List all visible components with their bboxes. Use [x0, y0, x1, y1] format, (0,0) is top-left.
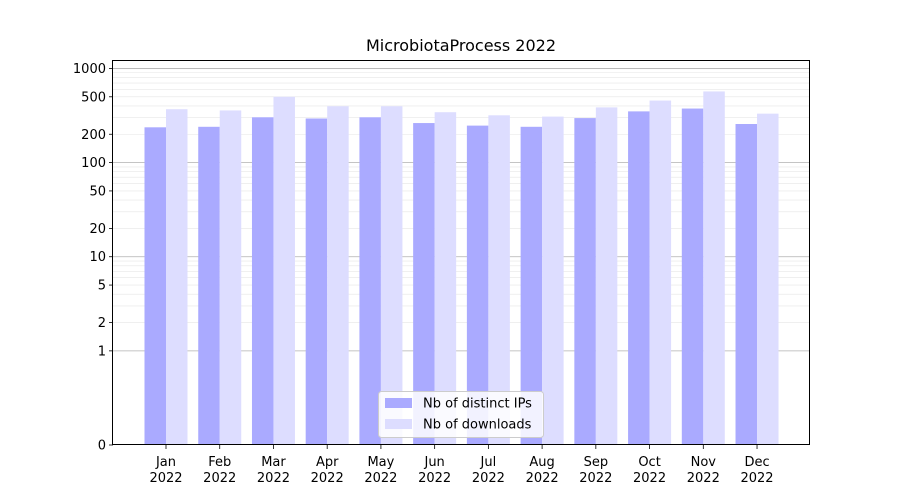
- chart-title: MicrobiotaProcess 2022: [366, 36, 556, 55]
- x-tick-label-month: Sep: [584, 455, 609, 470]
- legend-label: Nb of downloads: [423, 418, 532, 433]
- bar-ips-sep: [574, 118, 596, 445]
- bar-downloads-jan: [166, 109, 188, 445]
- x-tick-label-year: 2022: [687, 471, 720, 486]
- y-axis: 0 1 2 5 10 20 50 100 200 500 1000: [73, 62, 113, 454]
- bar-downloads-oct: [649, 100, 672, 446]
- bar-ips-aug: [520, 126, 543, 445]
- x-tick-label-month: Nov: [691, 455, 717, 470]
- x-tick-label-month: Mar: [261, 455, 286, 470]
- y-tick-label: 20: [89, 222, 106, 237]
- x-tick-label-year: 2022: [418, 471, 451, 486]
- x-tick-label-year: 2022: [633, 471, 666, 486]
- legend-box: [378, 391, 544, 438]
- y-tick-label: 200: [81, 128, 106, 143]
- bar-downloads-jun: [434, 112, 457, 446]
- x-tick-label-year: 2022: [526, 471, 559, 486]
- bar-downloads-sep: [595, 107, 618, 445]
- y-tick-label: 0: [98, 439, 106, 454]
- x-tick-label-month: Dec: [744, 455, 769, 470]
- legend: Nb of distinct IPs Nb of downloads: [378, 391, 544, 438]
- bar-ips-oct: [628, 111, 650, 445]
- bars: [144, 91, 779, 446]
- x-tick-label-year: 2022: [311, 471, 344, 486]
- x-tick-label-month: Jun: [423, 455, 444, 470]
- bar-downloads-feb: [219, 110, 242, 445]
- x-tick-label-year: 2022: [257, 471, 290, 486]
- bar-ips-dec: [735, 124, 758, 445]
- x-tick-label-month: Aug: [529, 455, 554, 470]
- bar-ips-jan: [144, 127, 166, 446]
- bar-ips-jul: [466, 125, 489, 445]
- legend-swatch: [385, 419, 412, 429]
- bar-ips-mar: [251, 117, 274, 445]
- bar-downloads-aug: [542, 116, 564, 445]
- bar-ips-may: [359, 117, 381, 445]
- y-tick-label: 50: [89, 184, 106, 199]
- x-tick-label-year: 2022: [472, 471, 505, 486]
- bar-downloads-jul: [488, 115, 510, 445]
- bar-downloads-dec: [757, 113, 779, 445]
- y-tick-label: 1000: [73, 62, 106, 77]
- y-tick-label: 500: [81, 90, 106, 105]
- bar-ips-jun: [413, 123, 435, 446]
- bar-downloads-mar: [273, 96, 295, 445]
- x-tick-label-month: Oct: [638, 455, 660, 470]
- x-tick-label-month: Jan: [155, 455, 176, 470]
- x-axis: Jan2022Feb2022Mar2022Apr2022May2022Jun20…: [149, 445, 774, 486]
- legend-label: Nb of distinct IPs: [423, 397, 532, 412]
- x-tick-label-month: May: [367, 455, 394, 470]
- y-tick-label: 100: [81, 156, 106, 171]
- x-tick-label-month: Apr: [316, 455, 339, 470]
- x-tick-label-year: 2022: [579, 471, 612, 486]
- x-tick-label-year: 2022: [203, 471, 236, 486]
- x-tick-label-month: Jul: [480, 455, 497, 470]
- bar-downloads-nov: [703, 91, 725, 446]
- x-tick-label-year: 2022: [740, 471, 773, 486]
- bar-downloads-may: [380, 106, 403, 445]
- y-tick-label: 10: [89, 250, 106, 265]
- x-tick-label-year: 2022: [149, 471, 182, 486]
- plot-frame: [112, 60, 810, 445]
- bar-ips-apr: [305, 118, 328, 445]
- bar-ips-feb: [198, 126, 220, 445]
- y-tick-label: 2: [98, 316, 106, 331]
- x-tick-label-month: Feb: [208, 455, 231, 470]
- y-tick-label: 1: [98, 344, 106, 359]
- bar-ips-nov: [681, 108, 704, 445]
- y-tick-label: 5: [98, 279, 106, 294]
- x-tick-label-year: 2022: [364, 471, 397, 486]
- bar-downloads-apr: [327, 106, 349, 445]
- legend-swatch: [385, 398, 412, 408]
